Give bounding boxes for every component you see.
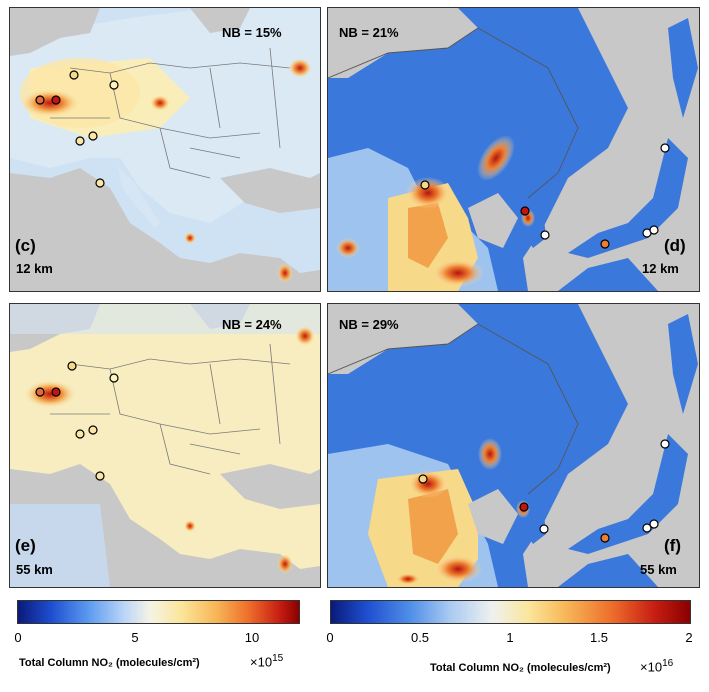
- panel-label-d: (d): [664, 236, 686, 256]
- nb-value-e: NB = 24%: [222, 317, 282, 332]
- colorbar-europe-multiplier: ×1015: [250, 653, 283, 669]
- colorbar-europe-tick-1: 5: [131, 630, 138, 645]
- colorbar-europe-multiplier-base: ×10: [250, 654, 272, 669]
- colorbar-asia-tick-3: 1.5: [590, 630, 608, 645]
- panel-label-f: (f): [664, 536, 681, 556]
- colorbar-europe: [17, 600, 300, 624]
- colorbar-asia-caption: Total Column NO₂ (molecules/cm²): [430, 662, 611, 674]
- europe-map-12km: [10, 8, 320, 291]
- map-panel-e: NB = 24% (e) 55 km: [9, 303, 321, 588]
- map-panel-d: NB = 21% (d) 12 km: [327, 7, 700, 292]
- colorbar-europe-multiplier-exp: 15: [272, 653, 283, 664]
- panel-label-c: (c): [15, 236, 36, 256]
- colorbar-europe-caption: Total Column NO₂ (molecules/cm²): [19, 657, 200, 669]
- colorbar-asia-multiplier-base: ×10: [640, 659, 662, 674]
- map-panel-f: NB = 29% (f) 55 km: [327, 303, 700, 588]
- europe-map-55km: [10, 304, 320, 587]
- colorbar-asia-multiplier-exp: 16: [662, 658, 673, 669]
- nb-value-c: NB = 15%: [222, 25, 282, 40]
- east-asia-map-12km: [328, 8, 699, 291]
- colorbar-asia-tick-0: 0: [326, 630, 333, 645]
- east-asia-map-55km: [328, 304, 699, 587]
- resolution-label-e: 55 km: [16, 562, 53, 577]
- colorbar-asia-multiplier: ×1016: [640, 658, 673, 674]
- nb-value-d: NB = 21%: [339, 25, 399, 40]
- colorbar-asia-tick-4: 2: [685, 630, 692, 645]
- colorbar-europe-tick-2: 10: [245, 630, 259, 645]
- resolution-label-f: 55 km: [640, 562, 677, 577]
- panel-label-e: (e): [15, 536, 36, 556]
- colorbar-asia: [330, 600, 691, 624]
- resolution-label-c: 12 km: [16, 261, 53, 276]
- map-panel-c: NB = 15% (c) 12 km: [9, 7, 321, 292]
- nb-value-f: NB = 29%: [339, 317, 399, 332]
- colorbar-asia-tick-2: 1: [506, 630, 513, 645]
- colorbar-asia-tick-1: 0.5: [411, 630, 429, 645]
- colorbar-europe-tick-0: 0: [14, 630, 21, 645]
- resolution-label-d: 12 km: [642, 261, 679, 276]
